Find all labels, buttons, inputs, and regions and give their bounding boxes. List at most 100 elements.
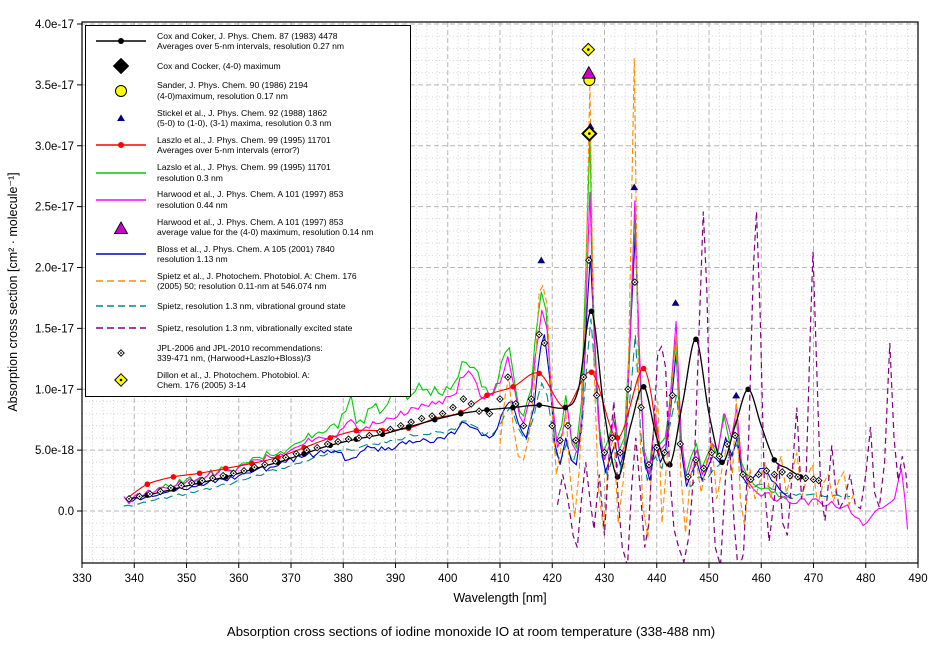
x-tick-label: 430 [595,573,614,585]
legend-circle-icon [115,84,127,97]
legend-item-label: Sander, J. Phys. Chem. 90 (1986) 2194 (4-… [157,80,308,101]
series-spietz_excited_state [556,211,909,563]
legend-item-line1: Dillon et al., J. Photochem. Photobiol. … [157,369,310,380]
legend-item: Cox and Coker, J. Phys. Chem. 87 (1983) … [86,31,406,52]
legend-item-label: Stickel et al., J. Phys. Chem. 92 (1988)… [157,108,331,129]
legend: Cox and Coker, J. Phys. Chem. 87 (1983) … [85,25,411,397]
legend-dash-icon [96,280,146,283]
legend-item-label: Harwood et al., J. Phys. Chem. A 101 (19… [157,189,343,210]
x-tick-label: 360 [229,573,248,585]
legend-item: Spietz et al., J. Photochem. Photobiol. … [86,271,406,292]
legend-line-circle-icon [96,38,146,45]
x-tick-label: 460 [752,573,771,585]
legend-item: Harwood et al., J. Phys. Chem. A 101 (19… [86,217,406,238]
legend-item: Dillon et al., J. Photochem. Photobiol. … [86,370,406,391]
legend-line-icon [96,171,146,174]
legend-item: Stickel et al., J. Phys. Chem. 92 (1988)… [86,108,406,129]
figure-caption: Absorption cross sections of iodine mono… [226,624,716,639]
y-tick-label: 1.5e-17 [35,323,74,335]
legend-triangle-icon [113,221,129,234]
x-axis-title: Wavelength [nm] [453,591,547,605]
legend-item-label: Cox and Cocker, (4-0) maximum [157,61,281,71]
y-tick-label: 4.0e-17 [35,19,74,31]
legend-item: Laszlo et al., J. Phys. Chem. 99 (1995) … [86,135,406,156]
x-tick-label: 440 [647,573,666,585]
series-spietz_2005 [499,58,855,538]
legend-item-label: JPL-2006 and JPL-2010 recommendations: 33… [157,343,323,364]
legend-item-line2: resolution 0.3 nm [157,172,223,183]
legend-line-circle-icon [96,142,146,149]
y-tick-label: 0.0 [58,506,74,518]
legend-item-line1: Stickel et al., J. Phys. Chem. 92 (1988)… [157,107,328,118]
x-tick-label: 340 [125,573,144,585]
y-tick-label: 2.0e-17 [35,263,74,275]
y-axis-title: Absorption cross section [cm² · molecule… [6,172,20,412]
legend-item-line1: Harwood et al., J. Phys. Chem. A 101 (19… [157,216,344,227]
x-tick-label: 400 [438,573,457,585]
series-harwood_1997 [123,191,909,530]
legend-item-line1: Cox and Coker, J. Phys. Chem. 87 (1983) … [157,31,338,41]
legend-item-line2: (5-0) to (1-0), (3-1) maxima, resolution… [157,118,332,129]
y-tick-label: 3.5e-17 [35,80,74,92]
legend-line-icon [96,253,146,256]
x-tick-label: 490 [908,573,927,585]
x-tick-label: 350 [177,573,196,585]
legend-diamond-icon [112,58,130,75]
legend-item: Lazslo et al., J. Phys. Chem. 99 (1995) … [86,162,406,183]
legend-item-line1: Sander, J. Phys. Chem. 90 (1986) 2194 [157,80,308,91]
legend-triangle-small-icon [117,114,125,122]
legend-item-line1: Spietz, resolution 1.3 nm, vibrational g… [157,300,346,311]
legend-item-line2: average value for the (4-0) maximum, res… [157,227,374,238]
legend-item-label: Spietz, resolution 1.3 nm, vibrationally… [157,323,352,333]
legend-item-label: Spietz, resolution 1.3 nm, vibrational g… [157,301,346,311]
legend-item-line2: Averages over 5-nm intervals, resolution… [157,41,345,52]
y-tick-label: 5.0e-18 [35,445,74,457]
legend-item: Bloss et al., J. Phys. Chem. A 105 (2001… [86,244,406,265]
markers-dillon_2005 [581,42,597,141]
legend-item: Spietz, resolution 1.3 nm, vibrationally… [86,320,406,336]
legend-item-line1: JPL-2006 and JPL-2010 recommendations: [157,342,323,353]
legend-open-diamond-dot-icon [117,349,125,358]
legend-item-label: Laszlo et al., J. Phys. Chem. 99 (1995) … [157,135,331,156]
markers-jpl_recommendation [125,256,823,503]
x-tick-label: 450 [699,573,718,585]
legend-item-line2: 339-471 nm, (Harwood+Laszlo+Bloss)/3 [157,353,311,364]
legend-item-line1: Harwood et al., J. Phys. Chem. A 101 (19… [157,189,344,200]
legend-item-label: Harwood et al., J. Phys. Chem. A 101 (19… [157,217,373,238]
x-tick-label: 380 [334,573,353,585]
legend-dash-icon [96,327,146,330]
legend-item-line1: Laszlo et al., J. Phys. Chem. 99 (1995) … [157,134,331,145]
legend-item: Sander, J. Phys. Chem. 90 (1986) 2194 (4-… [86,80,406,101]
legend-diamond-dot-icon [114,373,128,388]
legend-item-line1: Lazslo et al., J. Phys. Chem. 99 (1995) … [157,162,331,173]
chart-axes: 330 340 350 360 370 380 390 400 410 420 430 440 450 4… [35,19,928,585]
legend-item-label: Lazslo et al., J. Phys. Chem. 99 (1995) … [157,162,331,183]
x-tick-label: 420 [543,573,562,585]
legend-item: JPL-2006 and JPL-2010 recommendations: 33… [86,343,406,364]
x-tick-label: 370 [281,573,300,585]
legend-item-line2: resolution 0.44 nm [157,199,228,210]
legend-item-line1: Cox and Cocker, (4-0) maximum [157,60,281,71]
legend-item-label: Cox and Coker, J. Phys. Chem. 87 (1983) … [157,31,344,52]
x-tick-label: 480 [856,573,875,585]
y-tick-label: 2.5e-17 [35,202,74,214]
legend-item-line1: Spietz, resolution 1.3 nm, vibrationally… [157,323,353,334]
legend-dash-icon [96,305,146,308]
markers-harwood_1997_40_maximum [581,65,597,79]
legend-item: Spietz, resolution 1.3 nm, vibrational g… [86,298,406,314]
y-tick-label: 3.0e-17 [35,141,74,153]
legend-item-label: Spietz et al., J. Photochem. Photobiol. … [157,271,357,292]
y-tick-label: 1.0e-17 [35,384,74,396]
legend-item-line2: resolution 1.13 nm [157,254,228,265]
legend-item-line2: (4-0)maximum, resolution 0.17 nm [157,90,288,101]
legend-item: Harwood et al., J. Phys. Chem. A 101 (19… [86,189,406,210]
chart-series [123,58,909,563]
legend-item-line1: Spietz et al., J. Photochem. Photobiol. … [157,271,357,281]
legend-item-line1: Bloss et al., J. Phys. Chem. A 105 (2001… [157,243,335,254]
legend-item: Cox and Cocker, (4-0) maximum [86,58,406,75]
x-tick-label: 330 [72,573,91,585]
legend-item-line2: (2005) 50; resolution 0.11-nm at 546.074… [157,281,327,292]
x-tick-label: 390 [386,573,405,585]
legend-line-icon [96,199,146,201]
